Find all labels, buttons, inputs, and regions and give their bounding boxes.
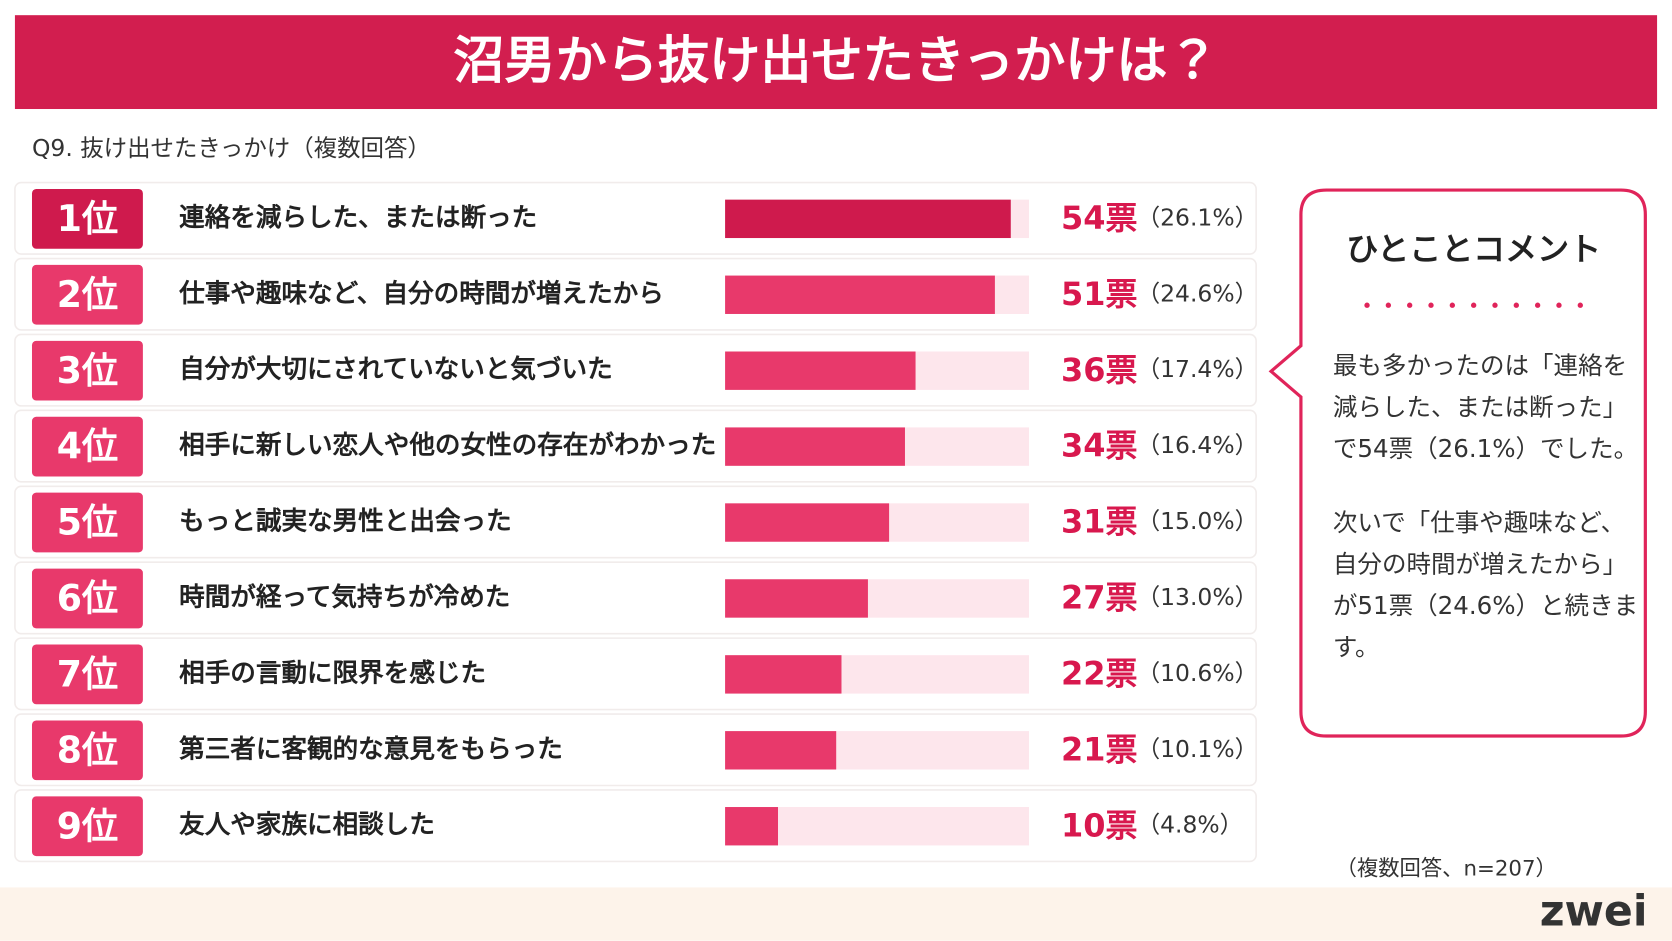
rank-label: 3位 (57, 349, 118, 392)
value-label: 36票 (1061, 351, 1137, 389)
rank-box (31, 720, 143, 781)
value-label: 21票 (1061, 730, 1137, 768)
chart-subtitle: Q9. 抜け出せたきっかけ（複数回答） (32, 134, 431, 162)
comment-line: で54票（26.1%）でした。 (1333, 434, 1638, 463)
title-bar (14, 15, 1658, 110)
comment-line: 自分の時間が増えたから」 (1333, 549, 1627, 578)
comment-dot (1449, 302, 1456, 308)
value-label: 22票 (1061, 654, 1137, 692)
rank-label: 8位 (57, 728, 118, 771)
rank-box (31, 264, 143, 325)
bar (725, 199, 1011, 239)
footer-band (0, 887, 1672, 941)
category-label: 友人や家族に相談した (179, 810, 435, 840)
comment-dot (1534, 302, 1541, 308)
comment-title: ひとことコメント (1346, 230, 1601, 268)
bar (725, 503, 890, 542)
bar (725, 579, 868, 618)
rank-label: 1位 (57, 197, 118, 240)
bar (725, 655, 842, 694)
rank-box (31, 340, 143, 401)
percent-label: （13.0%） (1137, 583, 1258, 611)
category-label: 仕事や趣味など、自分の時間が増えたから (178, 278, 664, 309)
rank-box (31, 568, 143, 629)
percent-label: （10.6%） (1137, 659, 1258, 687)
rank-box (31, 644, 143, 705)
rank-label: 5位 (57, 501, 118, 544)
percent-label: （24.6%） (1137, 279, 1258, 307)
value-label: 10票 (1061, 806, 1137, 844)
category-label: 相手に新しい恋人や他の女性の存在がわかった (179, 430, 716, 461)
value-label: 51票 (1061, 275, 1137, 313)
value-label: 31票 (1061, 503, 1137, 541)
rank-box (31, 188, 143, 249)
percent-label: （17.4%） (1137, 355, 1258, 383)
rank-box (31, 796, 143, 857)
rank-label: 7位 (57, 653, 118, 696)
category-label: 時間が経って気持ちが冷めた (179, 581, 510, 612)
rank-label: 4位 (57, 425, 118, 468)
percent-label: （15.0%） (1137, 507, 1258, 535)
comment-dot (1407, 302, 1413, 308)
comment-line: 減らした、または断った」 (1333, 393, 1627, 422)
value-label: 34票 (1061, 427, 1137, 465)
category-label: 自分が大切にされていないと気づいた (179, 354, 613, 385)
comment-dot (1428, 302, 1434, 308)
chart-title: 沼男から抜け出せたきっかけは？ (453, 31, 1219, 91)
percent-label: （16.4%） (1137, 431, 1258, 459)
comment-dot (1492, 302, 1498, 308)
comment-line: 次いで「仕事や趣味など、 (1333, 508, 1625, 537)
comment-dot (1577, 302, 1583, 308)
rank-box (31, 492, 143, 553)
rank-box (31, 416, 143, 477)
comment-dot (1470, 302, 1477, 308)
comment-dot (1385, 302, 1392, 308)
value-label: 27票 (1061, 579, 1137, 617)
bar (725, 427, 905, 466)
comment-dot (1513, 302, 1519, 308)
percent-label: （26.1%） (1137, 203, 1258, 231)
rank-label: 9位 (57, 804, 118, 847)
comment-line: が51票（24.6%）と続きま (1333, 591, 1638, 620)
bar (725, 807, 779, 846)
category-label: 連絡を減らした、または断った (179, 203, 537, 233)
bar (725, 731, 837, 770)
percent-label: （4.8%） (1137, 811, 1243, 839)
comment-line: す。 (1333, 633, 1380, 662)
category-label: 相手の言動に限界を感じた (179, 657, 486, 688)
bar (725, 351, 916, 390)
rank-label: 6位 (57, 577, 118, 620)
bar (725, 275, 995, 314)
percent-label: （10.1%） (1137, 735, 1258, 763)
comment-dot (1364, 302, 1370, 308)
rank-label: 2位 (57, 273, 118, 316)
value-label: 54票 (1061, 199, 1137, 237)
comment-line: 最も多かったのは「連絡を (1333, 351, 1627, 380)
comment-dot (1556, 302, 1562, 308)
note: （複数回答、n=207） (1336, 856, 1557, 881)
category-label: もっと誠実な男性と出会った (179, 507, 512, 537)
comment-box (1268, 188, 1647, 738)
category-label: 第三者に客観的な意見をもらった (179, 733, 563, 764)
logo: zwei (1540, 887, 1648, 937)
